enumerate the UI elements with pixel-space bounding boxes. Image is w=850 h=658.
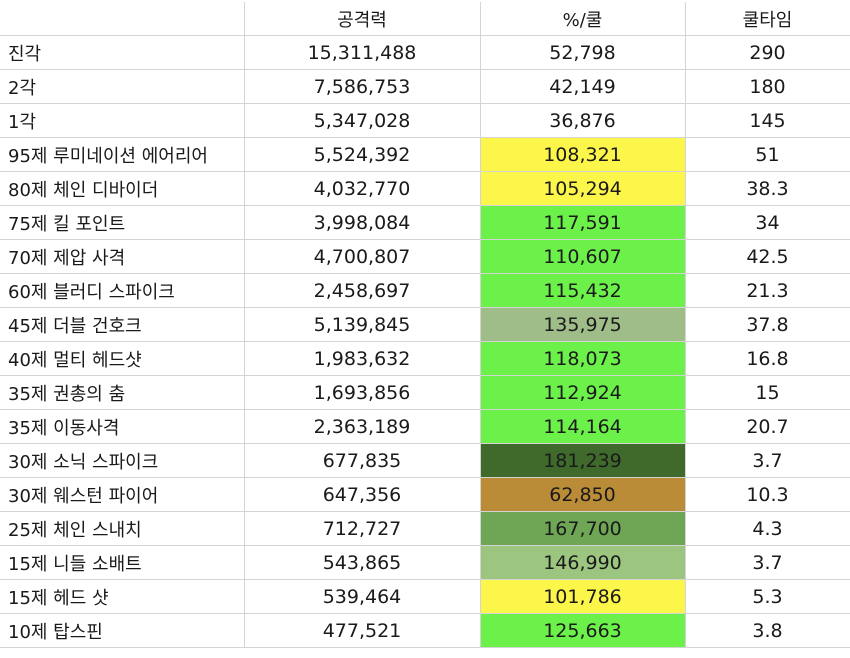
cooldown-cell[interactable]: 15 xyxy=(684,375,850,410)
per-cooldown-cell[interactable]: 62,850 xyxy=(479,477,686,512)
attack-cell[interactable]: 4,032,770 xyxy=(243,171,481,206)
cooldown-cell[interactable]: 51 xyxy=(684,137,850,172)
skill-name-cell[interactable]: 30제 소닉 스파이크 xyxy=(0,443,245,478)
per-cooldown-cell[interactable]: 117,591 xyxy=(479,205,686,240)
skill-name-cell[interactable]: 10제 탑스핀 xyxy=(0,613,245,648)
per-cooldown-cell[interactable]: 108,321 xyxy=(479,137,686,172)
cooldown-cell[interactable]: 21.3 xyxy=(684,273,850,308)
table-row: 2각 7,586,753 42,149 180 xyxy=(0,69,850,104)
cooldown-cell[interactable]: 20.7 xyxy=(684,409,850,444)
skill-name-cell[interactable]: 45제 더블 건호크 xyxy=(0,307,245,342)
skill-name-cell[interactable]: 1각 xyxy=(0,103,245,138)
skill-name-cell[interactable]: 95제 루미네이션 에어리어 xyxy=(0,137,245,172)
table-row: 15제 헤드 샷 539,464 101,786 5.3 xyxy=(0,579,850,614)
attack-cell[interactable]: 539,464 xyxy=(243,579,481,614)
skill-name-cell[interactable]: 30제 웨스턴 파이어 xyxy=(0,477,245,512)
table-row: 30제 웨스턴 파이어 647,356 62,850 10.3 xyxy=(0,477,850,512)
per-cooldown-cell[interactable]: 105,294 xyxy=(479,171,686,206)
per-cooldown-cell[interactable]: 181,239 xyxy=(479,443,686,478)
table-row: 10제 탑스핀 477,521 125,663 3.8 xyxy=(0,613,850,648)
cooldown-cell[interactable]: 10.3 xyxy=(684,477,850,512)
skill-name-cell[interactable]: 35제 권총의 춤 xyxy=(0,375,245,410)
cooldown-cell[interactable]: 180 xyxy=(684,69,850,104)
cooldown-cell[interactable]: 16.8 xyxy=(684,341,850,376)
table-row: 45제 더블 건호크 5,139,845 135,975 37.8 xyxy=(0,307,850,342)
attack-cell[interactable]: 712,727 xyxy=(243,511,481,546)
attack-cell[interactable]: 7,586,753 xyxy=(243,69,481,104)
skill-name-cell[interactable]: 2각 xyxy=(0,69,245,104)
skill-name-cell[interactable]: 40제 멀티 헤드샷 xyxy=(0,341,245,376)
skill-name-cell[interactable]: 진각 xyxy=(0,35,245,70)
per-cooldown-cell[interactable]: 110,607 xyxy=(479,239,686,274)
per-cooldown-cell[interactable]: 36,876 xyxy=(479,103,686,138)
skill-name-cell[interactable]: 80제 체인 디바이더 xyxy=(0,171,245,206)
header-cell-attack[interactable]: 공격력 xyxy=(243,2,481,36)
cooldown-cell[interactable]: 3.7 xyxy=(684,545,850,580)
attack-cell[interactable]: 647,356 xyxy=(243,477,481,512)
per-cooldown-cell[interactable]: 135,975 xyxy=(479,307,686,342)
table-row: 40제 멀티 헤드샷 1,983,632 118,073 16.8 xyxy=(0,341,850,376)
per-cooldown-cell[interactable]: 167,700 xyxy=(479,511,686,546)
table-row: 70제 제압 사격 4,700,807 110,607 42.5 xyxy=(0,239,850,274)
table-row: 60제 블러디 스파이크 2,458,697 115,432 21.3 xyxy=(0,273,850,308)
attack-cell[interactable]: 477,521 xyxy=(243,613,481,648)
per-cooldown-cell[interactable]: 115,432 xyxy=(479,273,686,308)
skill-name-cell[interactable]: 35제 이동사격 xyxy=(0,409,245,444)
attack-cell[interactable]: 3,998,084 xyxy=(243,205,481,240)
table-row: 1각 5,347,028 36,876 145 xyxy=(0,103,850,138)
skill-name-cell[interactable]: 60제 블러디 스파이크 xyxy=(0,273,245,308)
skill-name-cell[interactable]: 25제 체인 스내치 xyxy=(0,511,245,546)
per-cooldown-cell[interactable]: 146,990 xyxy=(479,545,686,580)
attack-cell[interactable]: 677,835 xyxy=(243,443,481,478)
table-row: 80제 체인 디바이더 4,032,770 105,294 38.3 xyxy=(0,171,850,206)
header-cell-name[interactable] xyxy=(0,2,245,36)
table-row: 30제 소닉 스파이크 677,835 181,239 3.7 xyxy=(0,443,850,478)
per-cooldown-cell[interactable]: 125,663 xyxy=(479,613,686,648)
attack-cell[interactable]: 5,139,845 xyxy=(243,307,481,342)
cooldown-cell[interactable]: 37.8 xyxy=(684,307,850,342)
attack-cell[interactable]: 5,524,392 xyxy=(243,137,481,172)
skill-name-cell[interactable]: 15제 헤드 샷 xyxy=(0,579,245,614)
cooldown-cell[interactable]: 145 xyxy=(684,103,850,138)
attack-cell[interactable]: 5,347,028 xyxy=(243,103,481,138)
per-cooldown-cell[interactable]: 118,073 xyxy=(479,341,686,376)
attack-cell[interactable]: 543,865 xyxy=(243,545,481,580)
cooldown-cell[interactable]: 4.3 xyxy=(684,511,850,546)
per-cooldown-cell[interactable]: 42,149 xyxy=(479,69,686,104)
header-row: 공격력 %/쿨 쿨타임 xyxy=(0,2,850,36)
table-row: 15제 니들 소배트 543,865 146,990 3.7 xyxy=(0,545,850,580)
cooldown-cell[interactable]: 34 xyxy=(684,205,850,240)
table-row: 35제 권총의 춤 1,693,856 112,924 15 xyxy=(0,375,850,410)
per-cooldown-cell[interactable]: 52,798 xyxy=(479,35,686,70)
skill-name-cell[interactable]: 15제 니들 소배트 xyxy=(0,545,245,580)
cooldown-cell[interactable]: 42.5 xyxy=(684,239,850,274)
header-cell-cooldown[interactable]: 쿨타임 xyxy=(684,2,850,36)
cooldown-cell[interactable]: 290 xyxy=(684,35,850,70)
cooldown-cell[interactable]: 38.3 xyxy=(684,171,850,206)
table-row: 진각 15,311,488 52,798 290 xyxy=(0,35,850,70)
skill-name-cell[interactable]: 75제 킬 포인트 xyxy=(0,205,245,240)
table-row: 25제 체인 스내치 712,727 167,700 4.3 xyxy=(0,511,850,546)
attack-cell[interactable]: 1,983,632 xyxy=(243,341,481,376)
skill-name-cell[interactable]: 70제 제압 사격 xyxy=(0,239,245,274)
attack-cell[interactable]: 2,458,697 xyxy=(243,273,481,308)
attack-cell[interactable]: 15,311,488 xyxy=(243,35,481,70)
per-cooldown-cell[interactable]: 112,924 xyxy=(479,375,686,410)
cooldown-cell[interactable]: 3.7 xyxy=(684,443,850,478)
per-cooldown-cell[interactable]: 114,164 xyxy=(479,409,686,444)
header-cell-per-cooldown[interactable]: %/쿨 xyxy=(479,2,686,36)
attack-cell[interactable]: 1,693,856 xyxy=(243,375,481,410)
table-row: 75제 킬 포인트 3,998,084 117,591 34 xyxy=(0,205,850,240)
table-row: 35제 이동사격 2,363,189 114,164 20.7 xyxy=(0,409,850,444)
table-row: 95제 루미네이션 에어리어 5,524,392 108,321 51 xyxy=(0,137,850,172)
attack-cell[interactable]: 4,700,807 xyxy=(243,239,481,274)
per-cooldown-cell[interactable]: 101,786 xyxy=(479,579,686,614)
attack-cell[interactable]: 2,363,189 xyxy=(243,409,481,444)
cooldown-cell[interactable]: 5.3 xyxy=(684,579,850,614)
cooldown-cell[interactable]: 3.8 xyxy=(684,613,850,648)
